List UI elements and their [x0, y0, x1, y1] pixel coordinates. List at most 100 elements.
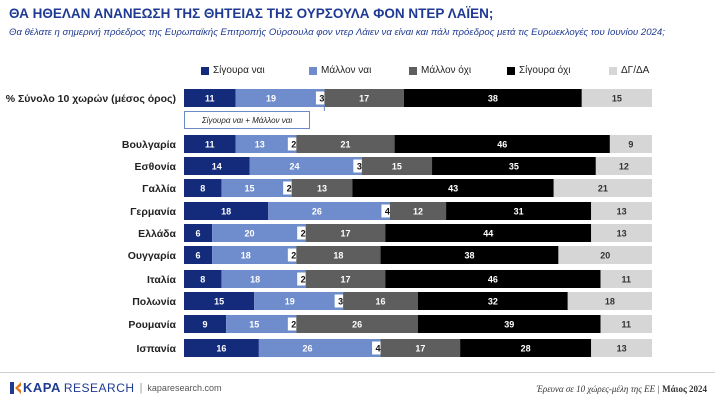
legend-swatch-rather-yes — [309, 66, 317, 75]
value-label-dk-na: 13 — [617, 207, 627, 217]
bar-segment-rather-yes — [226, 315, 297, 333]
bar-segment-rather-no — [296, 135, 395, 153]
bar-segment-rather-yes — [212, 224, 306, 242]
bar-segment-dk-na — [553, 179, 652, 197]
survey-description: Έρευνα σε 10 χώρες-μέλη της ΕΕ — [536, 384, 656, 394]
row-label: Γερμανία — [130, 206, 176, 218]
legend-label-rather-no: Μάλλον όχι — [421, 65, 472, 76]
bar-segment-rather-yes — [235, 89, 325, 107]
value-label-rather-no: 17 — [415, 344, 425, 354]
value-label-surely-no: 46 — [488, 275, 498, 285]
bar-segment-surely-yes — [184, 179, 222, 197]
value-label-rather-yes: 26 — [312, 207, 322, 217]
bar-segment-rather-no — [305, 270, 386, 288]
bar-segment-dk-na — [609, 135, 652, 153]
logo-research-text: RESEARCH — [63, 380, 135, 395]
value-label-surely-no: 31 — [514, 207, 524, 217]
value-label-dk-na: 13 — [617, 229, 627, 239]
survey-date: Μάιος 2024 — [662, 384, 707, 394]
value-label-dk-na: 21 — [598, 184, 608, 194]
value-label-surely-no: 28 — [521, 344, 531, 354]
bar-segment-rather-yes — [268, 202, 390, 220]
value-label-surely-yes: 6 — [196, 229, 201, 239]
legend-item-rather-no: Μάλλον όχι — [409, 65, 471, 76]
legend-swatch-dk-na — [609, 66, 617, 75]
footer-divider — [0, 372, 715, 373]
value-label-surely-yes: 6 — [196, 251, 201, 261]
value-label-surely-yes: 14 — [212, 162, 222, 172]
logo-separator: | — [139, 381, 143, 394]
row-label: Γαλλία — [142, 183, 176, 195]
bar-segment-dk-na — [600, 270, 652, 288]
bar-segment-surely-yes — [184, 339, 259, 357]
legend-item-dk-na: ΔΓ/ΔΑ — [609, 65, 649, 76]
value-label-surely-yes: 8 — [200, 184, 205, 194]
legend-swatch-surely-yes — [201, 66, 209, 75]
legend-swatch-surely-no — [507, 66, 515, 75]
bar-segment-surely-yes — [184, 224, 213, 242]
bar-segment-surely-yes — [184, 157, 250, 175]
bar-segment-rather-no — [296, 246, 381, 264]
bar-segment-surely-no — [380, 246, 559, 264]
row-label: Πολωνία — [132, 296, 176, 308]
row-label: Εσθονία — [135, 161, 177, 173]
value-label-dk-na: 15 — [612, 94, 622, 104]
value-label-dk-na: 12 — [619, 162, 629, 172]
value-label-rather-no: 17 — [340, 229, 350, 239]
bar-segment-rather-no — [343, 292, 418, 310]
bar-segment-rather-no — [291, 179, 353, 197]
bar-segment-rather-no — [389, 202, 447, 220]
value-label-surely-yes: 18 — [221, 207, 231, 217]
value-label-rather-yes: 24 — [289, 162, 299, 172]
value-label-surely-no: 43 — [448, 184, 458, 194]
bar-segment-surely-yes — [184, 292, 255, 310]
bar-segment-surely-no — [446, 202, 592, 220]
legend-item-surely-no: Σίγουρα όχι — [507, 65, 570, 76]
kapa-logo-icon — [10, 381, 21, 394]
bar-segment-surely-no — [460, 339, 592, 357]
bar-segment-surely-no — [418, 315, 601, 333]
value-label-rather-no: 21 — [340, 140, 350, 150]
bar-segment-surely-yes — [184, 270, 222, 288]
bar-segment-surely-no — [385, 270, 601, 288]
bar-segment-surely-no — [352, 179, 554, 197]
value-label-rather-no: 17 — [359, 94, 369, 104]
legend-label-dk-na: ΔΓ/ΔΑ — [621, 65, 650, 76]
value-label-surely-yes: 16 — [216, 344, 226, 354]
legend-item-rather-yes: Μάλλον ναι — [309, 65, 371, 76]
legend-label-rather-yes: Μάλλον ναι — [321, 65, 372, 76]
bar-segment-rather-yes — [221, 179, 292, 197]
value-label-rather-no: 26 — [352, 320, 362, 330]
bar-segment-dk-na — [591, 202, 652, 220]
legend: Σίγουρα ναι Μάλλον ναι Μάλλον όχι Σίγουρ… — [0, 65, 715, 79]
value-label-rather-no: 12 — [413, 207, 423, 217]
row-label: Ιταλία — [147, 274, 177, 286]
value-label-rather-yes: 18 — [241, 251, 251, 261]
website-url[interactable]: kaparesearch.com — [147, 382, 222, 393]
annotation-yes-total: Σίγουρα ναι + Μάλλον ναι — [184, 111, 310, 129]
bar-segment-rather-no — [324, 89, 404, 107]
row-label: Ουγγαρία — [128, 250, 177, 262]
bar-segment-surely-yes — [184, 135, 236, 153]
value-label-rather-no: 13 — [317, 184, 327, 194]
bar-segment-dk-na — [600, 315, 652, 333]
row-label: % Σύνολο 10 χωρών (μέσος όρος) — [6, 93, 176, 105]
bar-segment-dk-na — [581, 89, 652, 107]
value-label-surely-no: 44 — [483, 229, 493, 239]
bar-segment-rather-no — [380, 339, 461, 357]
bar-segment-rather-no — [305, 224, 386, 242]
bar-segment-surely-yes — [184, 315, 227, 333]
row-label: Ρουμανία — [128, 319, 176, 331]
value-label-dk-na: 11 — [622, 275, 632, 285]
bar-segment-surely-no — [418, 292, 568, 310]
bar-segment-rather-yes — [258, 339, 381, 357]
bar-segment-rather-yes — [221, 270, 306, 288]
value-label-rather-no: 17 — [340, 275, 350, 285]
bar-segment-surely-no — [385, 224, 592, 242]
bar-segment-surely-no — [432, 157, 596, 175]
bar-segment-dk-na — [591, 224, 652, 242]
value-label-dk-na: 18 — [605, 297, 615, 307]
row-label: Ισπανία — [136, 343, 176, 355]
bar-segment-rather-yes — [254, 292, 344, 310]
